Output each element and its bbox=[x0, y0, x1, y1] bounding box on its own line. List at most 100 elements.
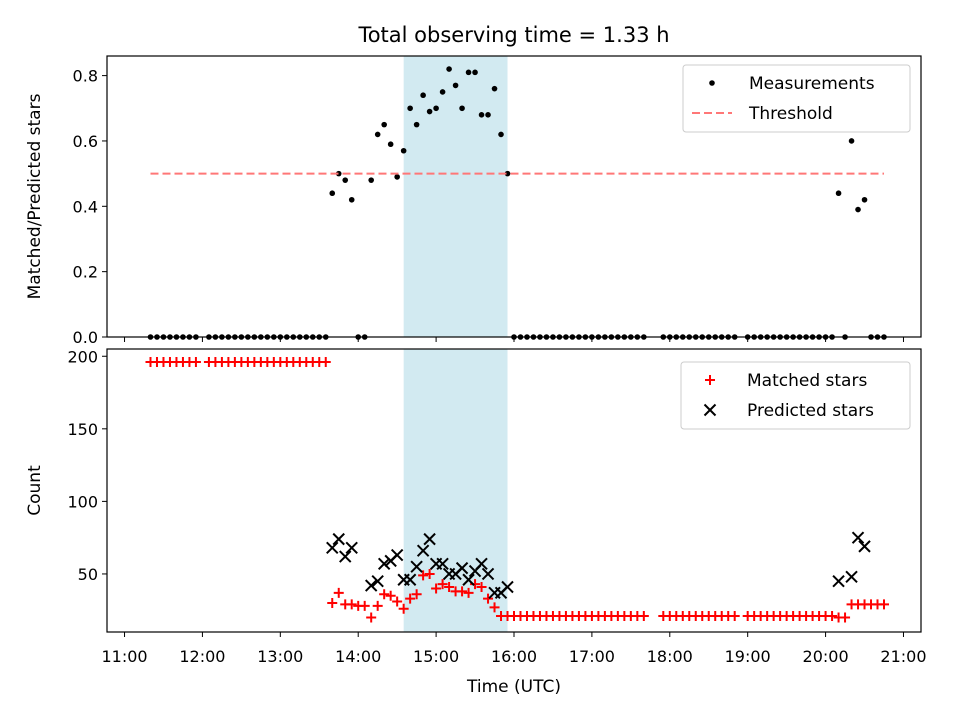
data-point bbox=[845, 570, 858, 584]
data-point bbox=[446, 66, 452, 72]
data-point bbox=[475, 557, 488, 570]
y-tick-label: 0.4 bbox=[73, 197, 98, 216]
data-point bbox=[335, 170, 342, 177]
data-point bbox=[410, 560, 423, 573]
data-point bbox=[483, 593, 494, 604]
data-point bbox=[371, 574, 384, 588]
data-point bbox=[439, 89, 446, 95]
y-tick-label: 0.8 bbox=[73, 67, 98, 86]
x-tick-label: 20:00 bbox=[803, 647, 849, 666]
data-point bbox=[452, 82, 459, 89]
data-point bbox=[379, 589, 390, 600]
data-point bbox=[457, 586, 468, 597]
data-point bbox=[433, 105, 439, 112]
data-point bbox=[394, 174, 400, 180]
legend-swatch bbox=[709, 80, 715, 86]
data-point bbox=[403, 573, 417, 586]
data-point bbox=[416, 544, 430, 557]
y-tick-label: 0.6 bbox=[73, 132, 98, 151]
data-point bbox=[400, 147, 407, 154]
x-axis-ticks: 11:00 12:00 13:00 14:00 15:00 16:00 17:00 18:00… bbox=[101, 337, 927, 666]
x-tick-label: 17:00 bbox=[569, 647, 615, 666]
data-point bbox=[501, 580, 514, 594]
legend-swatch bbox=[705, 375, 715, 385]
legend: Matched stars Predicted stars bbox=[680, 361, 911, 430]
data-point bbox=[729, 611, 740, 622]
data-point bbox=[381, 121, 387, 128]
data-point bbox=[339, 550, 352, 563]
observing-window-band bbox=[403, 56, 508, 337]
data-point bbox=[481, 567, 495, 581]
data-point bbox=[638, 611, 649, 622]
data-point bbox=[832, 574, 845, 588]
legend-label: Matched stars bbox=[747, 371, 867, 391]
ratio-panel: 0.0 0.2 0.4 0.6 0.8 Matched/Predicted stars Me… bbox=[25, 55, 922, 347]
data-point bbox=[476, 582, 487, 593]
data-point bbox=[366, 612, 377, 623]
data-point bbox=[390, 548, 404, 562]
legend-swatch bbox=[703, 403, 717, 417]
y-axis-label: Count bbox=[25, 465, 45, 516]
y-tick-label: 200 bbox=[67, 347, 98, 366]
data-point bbox=[407, 105, 413, 112]
data-point bbox=[472, 69, 478, 76]
data-point bbox=[342, 177, 349, 183]
data-point bbox=[459, 105, 465, 112]
data-point bbox=[327, 597, 338, 608]
data-point bbox=[346, 599, 357, 610]
y-axis-label: Matched/Predicted stars bbox=[25, 93, 45, 299]
data-point bbox=[861, 196, 868, 203]
data-point bbox=[420, 92, 426, 99]
data-point bbox=[359, 600, 370, 611]
data-point bbox=[485, 112, 491, 118]
data-point bbox=[364, 579, 378, 592]
data-point bbox=[329, 190, 336, 197]
count-panel: 50 100 150 200 Count Matched stars Predicted s… bbox=[25, 347, 922, 633]
data-point bbox=[879, 599, 889, 610]
data-point bbox=[348, 196, 355, 203]
data-point bbox=[437, 579, 448, 590]
data-point bbox=[405, 593, 416, 604]
chart-title: Total observing time = 1.33 h bbox=[357, 23, 669, 47]
data-point bbox=[498, 131, 504, 138]
data-point bbox=[848, 138, 855, 144]
data-point bbox=[190, 357, 201, 368]
x-tick-label: 19:00 bbox=[725, 647, 771, 666]
legend-box bbox=[682, 64, 911, 133]
data-point bbox=[418, 570, 429, 581]
data-point bbox=[478, 112, 485, 118]
data-point bbox=[398, 603, 409, 614]
data-point bbox=[423, 532, 436, 546]
data-point bbox=[465, 69, 472, 76]
data-point bbox=[489, 602, 500, 613]
observing-window-band bbox=[403, 349, 508, 632]
legend-label: Measurements bbox=[749, 74, 875, 94]
data-point bbox=[858, 540, 871, 553]
data-point bbox=[387, 141, 394, 148]
data-point bbox=[491, 85, 498, 92]
data-point bbox=[424, 568, 435, 579]
x-tick-label: 13:00 bbox=[257, 647, 303, 666]
series-matched-stars bbox=[145, 357, 889, 623]
x-tick-label: 14:00 bbox=[335, 647, 381, 666]
data-point bbox=[413, 121, 420, 128]
data-point bbox=[463, 587, 474, 598]
data-point bbox=[851, 531, 865, 544]
data-point bbox=[827, 611, 838, 622]
data-point bbox=[462, 573, 475, 586]
data-point bbox=[374, 131, 381, 138]
x-tick-label: 11:00 bbox=[101, 647, 147, 666]
y-tick-label: 0.0 bbox=[73, 328, 98, 347]
legend-box bbox=[680, 361, 911, 430]
x-tick-label: 18:00 bbox=[647, 647, 693, 666]
data-point bbox=[333, 587, 344, 598]
y-tick-label: 150 bbox=[67, 420, 98, 439]
legend-label: Predicted stars bbox=[747, 401, 874, 421]
data-point bbox=[326, 541, 339, 555]
data-point bbox=[840, 612, 851, 623]
data-point bbox=[444, 582, 455, 593]
series-predicted-stars bbox=[326, 531, 871, 600]
data-point bbox=[377, 557, 391, 570]
y-tick-label: 0.2 bbox=[73, 263, 98, 282]
